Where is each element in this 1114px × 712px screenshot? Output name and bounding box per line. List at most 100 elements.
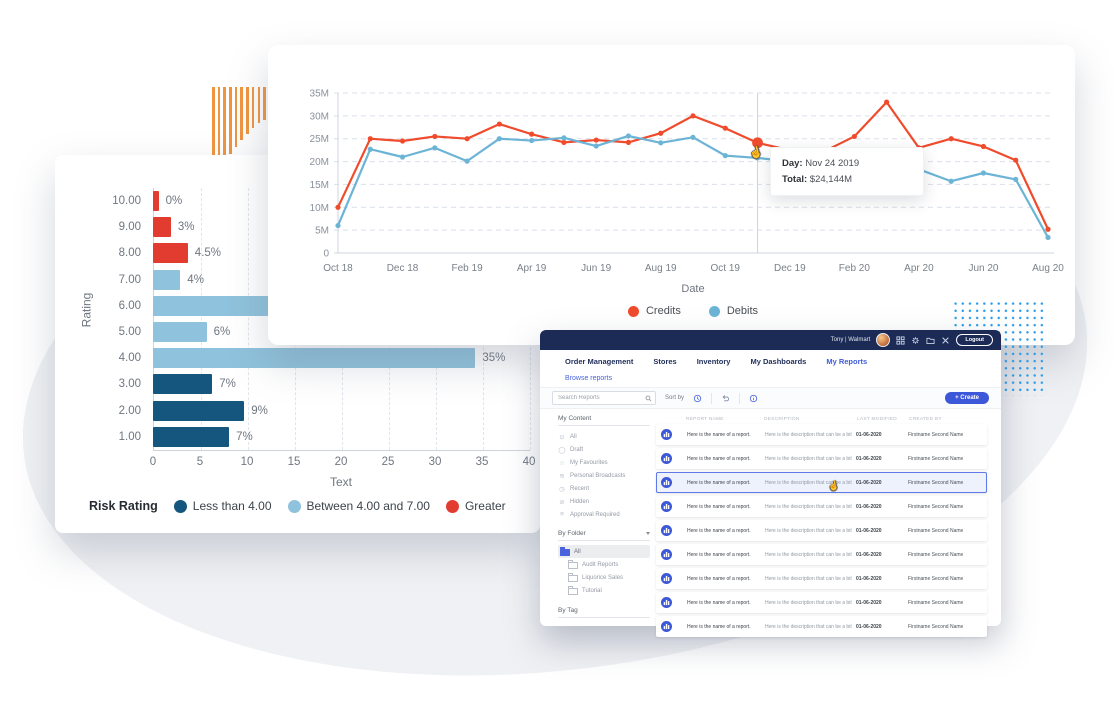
bar-value-label: 4.5% <box>194 247 222 260</box>
data-point <box>625 133 632 139</box>
data-point <box>335 222 341 229</box>
data-point <box>464 136 470 142</box>
x-tick: 0 <box>149 456 157 468</box>
sidebar-item-draft[interactable]: ◯ Draft <box>558 446 584 454</box>
report-chart-icon <box>661 525 683 536</box>
tools-icon[interactable] <box>941 336 950 345</box>
report-created-by: Firstname Second Name <box>908 551 964 558</box>
report-last-modified: 01-06-2020 <box>856 431 882 438</box>
bar-row-3.00: 3.00 7% <box>55 371 540 397</box>
data-point <box>658 140 664 146</box>
settings-icon[interactable] <box>911 336 920 345</box>
sidebar-item-personal-broadcasts[interactable]: ≋ Personal Broadcasts <box>559 472 626 480</box>
svg-text:Feb 19: Feb 19 <box>452 263 484 274</box>
data-point <box>980 143 987 150</box>
data-point <box>980 170 987 176</box>
bar-value-label: 7% <box>219 378 236 391</box>
nav-item-inventory[interactable]: Inventory <box>696 356 731 366</box>
avatar[interactable] <box>876 333 891 347</box>
stripe <box>217 87 221 169</box>
report-name: Here is the name of a report. <box>687 599 751 606</box>
info-icon[interactable] <box>749 394 758 403</box>
tooltip-total-label: Total: <box>782 173 808 185</box>
report-chart-icon <box>661 477 683 488</box>
report-last-modified: 01-06-2020 <box>856 575 882 582</box>
svg-text:Apr 20: Apr 20 <box>904 263 934 274</box>
table-row[interactable]: Here is the name of a report. Here is th… <box>656 568 987 589</box>
bar-row-4.00: 4.00 35% <box>55 345 540 371</box>
grid-icon[interactable] <box>896 335 905 345</box>
data-point <box>722 153 728 159</box>
report-name: Here is the name of a report. <box>687 551 751 558</box>
bar-category-label: 1.00 <box>118 430 141 443</box>
tooltip-day-label: Day: <box>782 158 803 169</box>
svg-text:Aug 20: Aug 20 <box>1032 263 1064 274</box>
nav-item-stores[interactable]: Stores <box>653 356 677 366</box>
data-point <box>658 130 664 136</box>
search-input[interactable] <box>556 394 645 402</box>
report-description: Here is the description that can be a bi… <box>765 599 852 606</box>
report-description: Here is the description that can be a bi… <box>765 479 852 486</box>
sidebar-item-my-favourites[interactable]: ☆ My Favourites <box>559 459 608 467</box>
data-point <box>529 137 535 144</box>
data-point <box>399 154 406 160</box>
report-last-modified: 01-06-2020 <box>856 479 882 486</box>
browse-reports-link[interactable]: Browse reports <box>565 375 613 382</box>
svg-text:Oct 19: Oct 19 <box>711 263 741 274</box>
x-tick: 25 <box>381 456 395 468</box>
legend-dot <box>287 499 301 513</box>
sidebar-item-recent[interactable]: ◷ Recent <box>559 485 590 493</box>
line-chart-card: 0 5M 10M 15M 20M 25M 30M 35M Oct 18 Dec 18 Feb 19 A… <box>268 45 1075 345</box>
logout-button[interactable]: Logout <box>956 334 993 346</box>
sidebar-item-all[interactable]: ⊙ All <box>559 433 577 441</box>
report-last-modified: 01-06-2020 <box>856 503 882 510</box>
table-row[interactable]: Here is the name of a report. Here is th… <box>656 592 987 613</box>
data-point <box>722 125 728 131</box>
folder-item-tutorial[interactable]: Tutorial <box>558 584 650 597</box>
nav-item-my-reports[interactable]: My Reports <box>826 356 868 366</box>
orange-stripes-decoration <box>212 87 269 172</box>
report-name: Here is the name of a report. <box>687 527 751 534</box>
data-point <box>625 139 632 145</box>
data-point <box>496 136 502 142</box>
column-header: REPORT NAME <box>686 417 724 422</box>
legend-item: Between 4.00 and 7.00 <box>287 499 430 513</box>
bar-row-10.00: 10.00 0% <box>55 188 540 214</box>
report-last-modified: 01-06-2020 <box>856 455 882 462</box>
data-point <box>432 133 438 140</box>
bar-row-8.00: 8.00 4.5% <box>55 240 540 266</box>
sort-recent-icon[interactable] <box>693 394 702 403</box>
stripe <box>240 87 243 140</box>
my-content-list: ⊙ All ◯ Draft ☆ My Favourites ≋ Personal Broadc… <box>558 430 650 521</box>
folder-item-liquorice-sales[interactable]: Liquorice Sales <box>558 571 650 584</box>
report-name: Here is the name of a report. <box>687 455 751 462</box>
chevron-down-icon[interactable] <box>646 532 650 535</box>
sidebar-item-approval-required[interactable]: ≡ Approval Required <box>558 508 650 521</box>
report-chart-icon <box>661 621 683 632</box>
folder-item-all[interactable]: All <box>558 545 650 558</box>
create-button[interactable]: + Create <box>945 392 989 404</box>
data-point <box>1045 226 1051 232</box>
folder-icon[interactable] <box>926 336 935 345</box>
tooltip-day-value: Nov 24 2019 <box>805 158 860 169</box>
series-line-debits <box>336 134 1049 238</box>
bar-category-label: 4.00 <box>118 352 141 365</box>
undo-icon[interactable] <box>721 394 730 403</box>
by-folder-label: By Folder <box>558 530 586 537</box>
table-row[interactable]: Here is the name of a report. Here is th… <box>656 544 987 565</box>
table-row[interactable]: Here is the name of a report. Here is th… <box>656 472 987 493</box>
nav-item-order-management[interactable]: Order Management <box>565 356 634 366</box>
nav-item-my-dashboards[interactable]: My Dashboards <box>750 356 807 366</box>
table-row[interactable]: Here is the name of a report. Here is th… <box>656 496 987 517</box>
stripe <box>234 87 238 147</box>
table-row[interactable]: Here is the name of a report. Here is th… <box>656 616 987 637</box>
table-row[interactable]: Here is the name of a report. Here is th… <box>656 424 987 445</box>
folder-item-audit-reports[interactable]: Audit Reports <box>558 558 650 571</box>
report-created-by: Firstname Second Name <box>908 575 964 582</box>
data-point <box>948 136 954 142</box>
table-row[interactable]: Here is the name of a report. Here is th… <box>656 520 987 541</box>
sidebar-item-hidden[interactable]: ⊘ Hidden <box>559 498 590 506</box>
svg-text:15M: 15M <box>310 180 329 191</box>
bar-category-label: 5.00 <box>118 326 141 339</box>
table-row[interactable]: Here is the name of a report. Here is th… <box>656 448 987 469</box>
